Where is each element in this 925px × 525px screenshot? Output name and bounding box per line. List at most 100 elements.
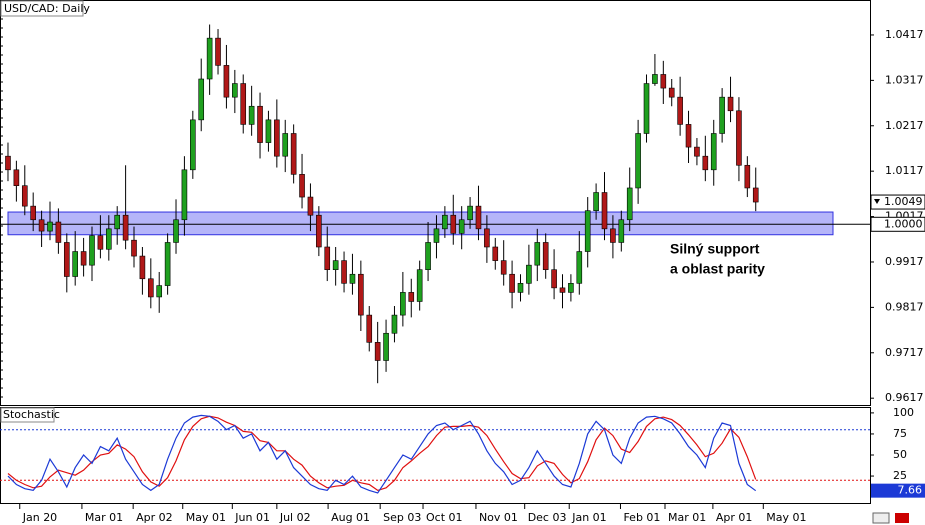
- candle-body: [425, 242, 431, 270]
- candle-body: [148, 278, 154, 298]
- y-tick-label: 1.0317: [885, 73, 924, 86]
- price-box: [870, 194, 925, 210]
- candle-body: [744, 164, 751, 189]
- candle-body: [114, 214, 121, 230]
- candle-body: [80, 251, 87, 266]
- candle-body: [576, 251, 583, 284]
- candle-body: [122, 214, 129, 241]
- price-panel: [0, 0, 871, 406]
- price-arrow: [874, 199, 880, 205]
- candle-body: [139, 255, 146, 280]
- candle-body: [324, 246, 331, 270]
- candle-body: [366, 314, 373, 343]
- candle-body: [685, 124, 692, 148]
- y-tick-label: 1.0417: [885, 28, 924, 41]
- y-tick-label: 1.0217: [885, 119, 924, 132]
- x-tick-label: Aug 01: [331, 511, 370, 524]
- candle-body: [584, 210, 591, 252]
- candle-body: [467, 205, 473, 221]
- candle-body: [206, 37, 213, 80]
- candle-body: [694, 146, 700, 157]
- candle-body: [383, 332, 389, 361]
- candle-body: [349, 273, 356, 284]
- x-tick-label: Mar 01: [85, 511, 123, 524]
- value-box: [871, 483, 925, 498]
- x-tick-label: Dec 03: [528, 511, 567, 524]
- candle-body: [156, 285, 163, 298]
- candle-body: [215, 37, 221, 66]
- candle-body: [635, 133, 641, 189]
- candle-body: [358, 273, 364, 316]
- candle-body: [391, 314, 398, 334]
- candle-body: [719, 96, 725, 134]
- x-tick-label: May 01: [766, 511, 806, 524]
- y-tick-label: 1.0117: [885, 164, 924, 177]
- candle-body: [626, 187, 633, 221]
- level-box: [870, 216, 925, 232]
- icon[interactable]: [895, 513, 909, 523]
- candle-body: [710, 133, 717, 171]
- candle-body: [727, 96, 734, 112]
- candle-body: [416, 269, 423, 302]
- y-tick-label: 0.9617: [885, 391, 924, 404]
- candle-body: [21, 185, 28, 207]
- candle-body: [400, 292, 406, 316]
- icon[interactable]: [872, 512, 890, 524]
- y-tick-label: 0.9817: [885, 300, 924, 313]
- candle-body: [442, 214, 448, 230]
- candle-body: [593, 192, 599, 211]
- candle-body: [89, 235, 95, 266]
- candle-body: [500, 260, 507, 275]
- x-tick-label: Jun 01: [234, 511, 270, 524]
- candle-body: [97, 235, 104, 250]
- x-tick-label: Mar 01: [668, 511, 706, 524]
- y-tick-label: 25: [893, 469, 907, 482]
- candle-body: [458, 219, 465, 234]
- candle-body: [702, 155, 709, 171]
- candle-body: [374, 342, 381, 361]
- candle-body: [265, 119, 272, 143]
- candle-body: [652, 74, 658, 84]
- candle-body: [551, 269, 557, 289]
- candle-body: [257, 105, 263, 143]
- indicator-title: Stochastic: [3, 408, 60, 421]
- candle-body: [198, 78, 205, 121]
- candle-body: [106, 228, 112, 250]
- candle-body: [517, 283, 524, 293]
- x-tick-label: Jan 01: [571, 511, 606, 524]
- x-tick-label: Sep 03: [383, 511, 421, 524]
- indicator-box: [0, 407, 55, 423]
- candle-body: [223, 65, 230, 98]
- candle-body: [542, 242, 549, 270]
- candle-body: [484, 228, 490, 248]
- candle-body: [307, 196, 314, 216]
- candle-body: [282, 133, 289, 157]
- x-tick-label: Oct 01: [426, 511, 463, 524]
- candle-body: [736, 110, 742, 166]
- title-box: [0, 0, 84, 17]
- candle-body: [475, 205, 482, 230]
- x-tick-label: Feb 01: [623, 511, 660, 524]
- x-tick-label: Apr 01: [716, 511, 753, 524]
- candle-body: [248, 105, 255, 125]
- candle-body: [677, 96, 683, 125]
- candle-body: [38, 219, 45, 232]
- candle-body: [181, 169, 188, 221]
- candle-body: [173, 219, 179, 243]
- y-tick-label: 75: [893, 427, 907, 440]
- x-tick-label: Apr 02: [136, 511, 173, 524]
- candle-body: [559, 287, 566, 293]
- candle-body: [568, 283, 574, 293]
- x-tick-label: Jul 02: [279, 511, 311, 524]
- candle-body: [72, 251, 78, 277]
- candle-body: [190, 119, 196, 171]
- annotation: Silný support: [670, 241, 760, 257]
- support-zone: [7, 211, 834, 236]
- candle-body: [164, 242, 171, 286]
- candle-body: [618, 219, 625, 243]
- candle-body: [316, 214, 322, 248]
- x-tick-label: Nov 01: [479, 511, 518, 524]
- x-tick-label: Jan 20: [22, 511, 57, 524]
- current-price: 1.0049: [884, 195, 923, 208]
